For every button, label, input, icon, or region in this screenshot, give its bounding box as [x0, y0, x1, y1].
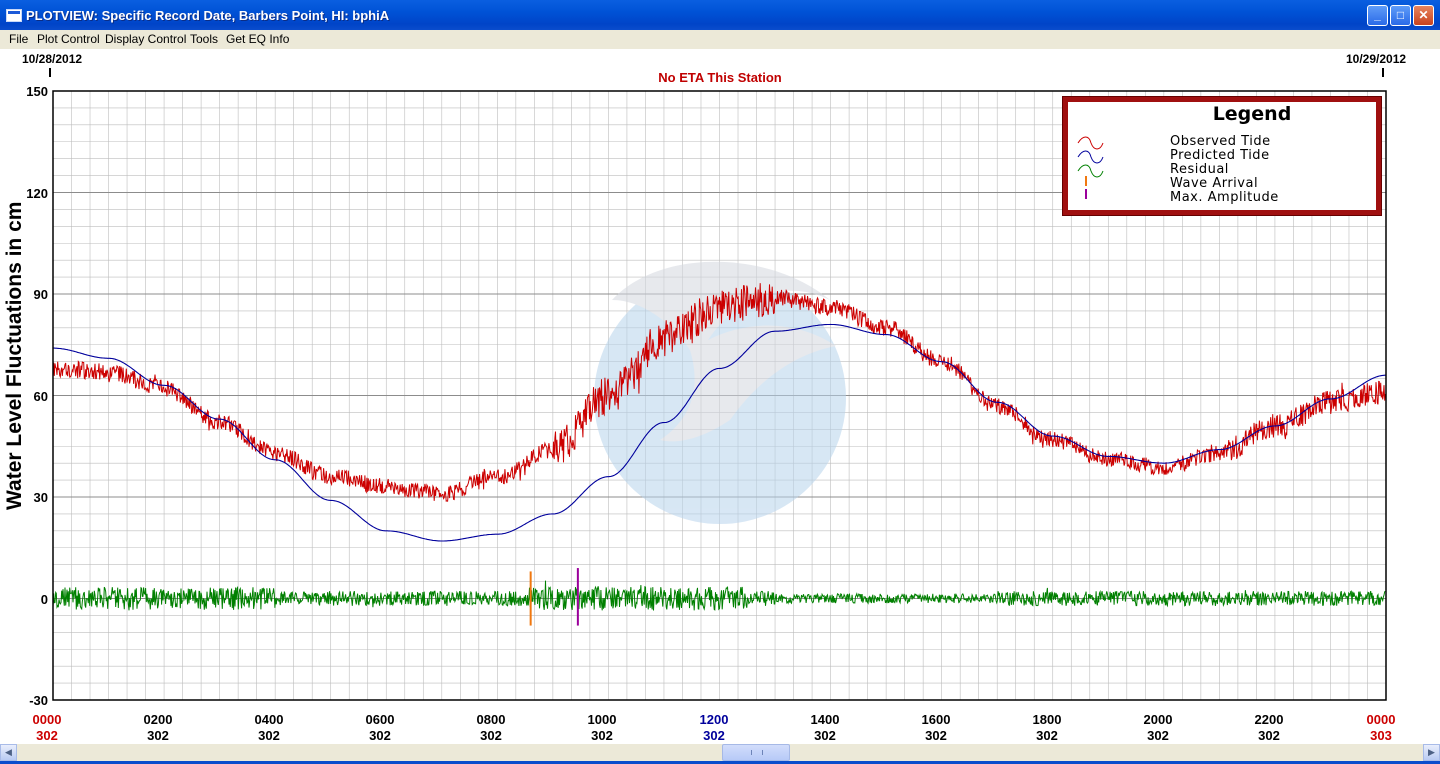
legend-observed-symbol	[1077, 136, 1104, 150]
y-tick-label: 150	[26, 84, 48, 99]
y-tick-label: 120	[26, 186, 48, 201]
menu-file[interactable]: File	[9, 32, 29, 46]
legend-label-residual: Residual	[1170, 162, 1229, 177]
scroll-right-button[interactable]: ▶	[1423, 744, 1440, 761]
x-tick-label: 0200 302	[143, 712, 173, 743]
y-tick-label: 90	[33, 287, 48, 302]
residual-series	[52, 580, 1386, 611]
legend-label-observed: Observed Tide	[1170, 134, 1271, 149]
series-layer	[52, 283, 1386, 626]
scroll-left-button[interactable]: ◀	[0, 744, 17, 761]
end-date: 10/29/2012	[1346, 52, 1407, 66]
x-tick-label: 1200 302	[699, 712, 729, 743]
y-tick-label: -30	[29, 693, 48, 708]
window-bottom-border	[0, 761, 1440, 764]
noaa-watermark	[594, 261, 846, 524]
plot-frame	[52, 90, 1387, 701]
eta-status: No ETA This Station	[658, 70, 782, 85]
menu-tools[interactable]: Tools	[190, 32, 219, 46]
x-tick-label: 0600 302	[365, 712, 395, 743]
x-tick-label: 0000 303	[1366, 712, 1396, 743]
x-tick-label: 1400 302	[810, 712, 840, 743]
legend-label-arrival: Wave Arrival	[1170, 176, 1258, 191]
menu-bar: File Plot Control Display Control Tools …	[0, 30, 1440, 49]
y-tick-label: 60	[33, 389, 48, 404]
x-tick-label: 0000 302	[32, 712, 62, 743]
maximize-button[interactable]: □	[1390, 5, 1411, 26]
legend-title: Legend	[1213, 103, 1292, 125]
legend-predicted-symbol	[1077, 150, 1104, 164]
start-date: 10/28/2012	[22, 52, 83, 66]
y-tick-label: 0	[40, 592, 48, 607]
x-tick-label: 2000 302	[1143, 712, 1173, 743]
menu-plot-control[interactable]: Plot Control	[37, 32, 100, 46]
start-date-tick	[49, 68, 51, 77]
legend: Legend Observed Tide Predicted Tide Resi…	[1062, 96, 1382, 216]
x-tick-label: 1800 302	[1032, 712, 1062, 743]
legend-residual-symbol	[1077, 164, 1104, 178]
x-tick-label: 0400 302	[254, 712, 284, 743]
legend-label-maxamp: Max. Amplitude	[1170, 190, 1279, 205]
x-tick-label: 2200 302	[1254, 712, 1284, 743]
scroll-thumb[interactable]	[722, 744, 790, 761]
end-date-tick	[1382, 68, 1384, 77]
x-tick-label: 0800 302	[476, 712, 506, 743]
predicted-tide-series	[53, 323, 1386, 542]
legend-label-predicted: Predicted Tide	[1170, 148, 1270, 163]
title-bar[interactable]: PLOTVIEW: Specific Record Date, Barbers …	[0, 0, 1440, 30]
window-icon[interactable]	[6, 9, 22, 22]
observed-tide-series	[52, 283, 1386, 502]
close-button[interactable]: ✕	[1413, 5, 1434, 26]
y-tick-label: 30	[33, 490, 48, 505]
x-tick-label: 1600 302	[921, 712, 951, 743]
menu-display-control[interactable]: Display Control	[105, 32, 187, 46]
horizontal-scrollbar[interactable]: ◀ ▶	[0, 744, 1440, 761]
minimize-button[interactable]: _	[1367, 5, 1388, 26]
window-title: PLOTVIEW: Specific Record Date, Barbers …	[26, 8, 390, 23]
menu-get-eq-info[interactable]: Get EQ Info	[226, 32, 290, 46]
x-tick-label: 1000 302	[587, 712, 617, 743]
watermark-seagull	[612, 261, 836, 442]
legend-panel	[1068, 102, 1376, 210]
